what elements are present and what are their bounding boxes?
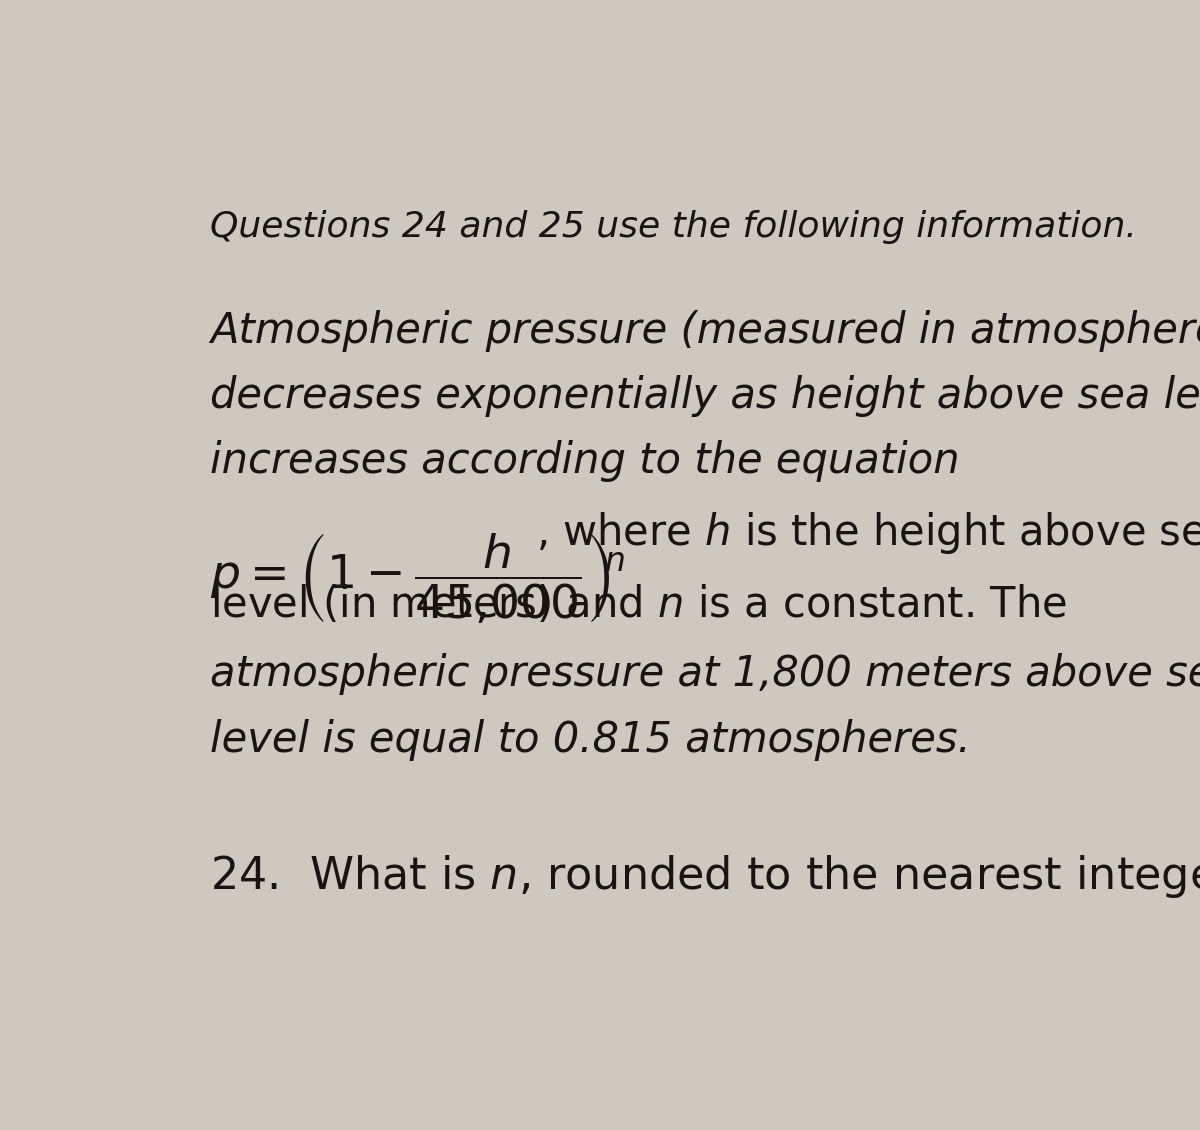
Text: atmospheric pressure at 1,800 meters above sea: atmospheric pressure at 1,800 meters abo… [210,653,1200,695]
Text: $p = \left(1 - \dfrac{h}{45{,}000}\right)^{\!\!n}$: $p = \left(1 - \dfrac{h}{45{,}000}\right… [210,531,626,626]
Text: increases according to the equation: increases according to the equation [210,440,960,483]
Text: decreases exponentially as height above sea level: decreases exponentially as height above … [210,375,1200,417]
Text: , where $h$ is the height above sea: , where $h$ is the height above sea [536,510,1200,556]
Text: level (in meters) and $n$ is a constant. The: level (in meters) and $n$ is a constant.… [210,584,1068,626]
Text: 24.  What is $n$, rounded to the nearest integer?: 24. What is $n$, rounded to the nearest … [210,853,1200,901]
Text: Atmospheric pressure (measured in atmospheres): Atmospheric pressure (measured in atmosp… [210,310,1200,351]
Text: Questions 24 and 25 use the following information.: Questions 24 and 25 use the following in… [210,209,1138,244]
Text: level is equal to 0.815 atmospheres.: level is equal to 0.815 atmospheres. [210,719,971,760]
